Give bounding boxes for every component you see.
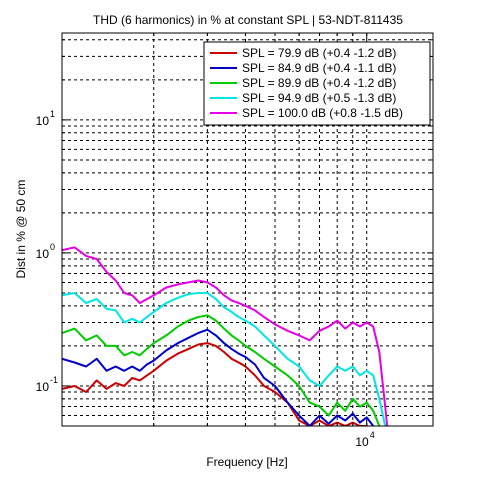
series-line-2 [62,314,381,426]
series-line-0 [62,342,370,426]
x-axis-label: Frequency [Hz] [206,455,287,469]
y-axis-label: Dist in % @ 50 cm [14,180,28,279]
legend: SPL = 79.9 dB (+0.4 -1.2 dB)SPL = 84.9 d… [203,41,431,126]
y-tick-exponent: 1 [50,109,55,119]
chart-title: THD (6 harmonics) in % at constant SPL |… [93,13,403,27]
series-line-4 [62,246,389,426]
legend-entry: SPL = 89.9 dB (+0.4 -1.2 dB) [242,76,396,90]
y-tick-exponent: 0 [50,242,55,252]
legend-entry: SPL = 79.9 dB (+0.4 -1.2 dB) [242,46,396,60]
series-line-1 [62,328,375,426]
series-line-3 [62,292,387,426]
x-tick-exponent: 4 [370,430,375,440]
series-lines [62,246,389,426]
y-tick-exponent: -1 [50,375,58,385]
plot-frame [61,32,434,427]
legend-box [203,41,431,126]
legend-entry: SPL = 94.9 dB (+0.5 -1.3 dB) [242,91,396,105]
y-tick-label: 10 [36,114,50,128]
y-tick-label: 10 [36,247,50,261]
legend-entry: SPL = 84.9 dB (+0.4 -1.1 dB) [242,61,396,75]
legend-entry: SPL = 100.0 dB (+0.8 -1.5 dB) [242,106,403,120]
x-tick-label: 10 [355,435,369,449]
y-tick-label: 10 [36,380,50,394]
